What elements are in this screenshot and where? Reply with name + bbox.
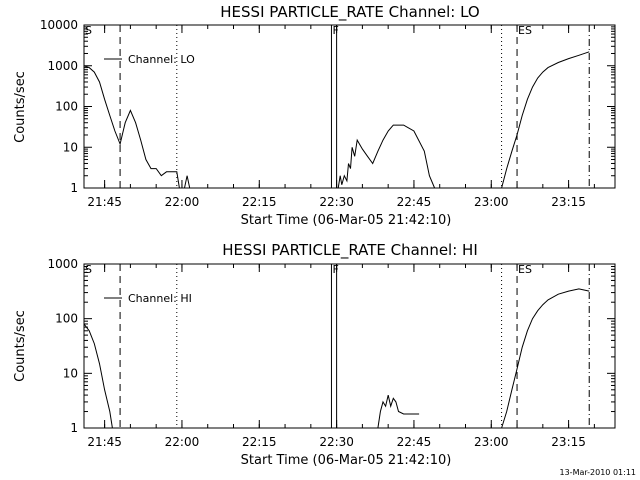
series-line [501, 288, 590, 429]
chart-lo-legend-label: Channel: LO [128, 53, 195, 66]
y-tick-label: 10 [63, 140, 78, 154]
x-tick-label: 22:00 [165, 435, 200, 449]
y-tick-label: 10000 [40, 18, 78, 32]
x-tick-label: 22:15 [242, 195, 277, 209]
chart-hi-title: HESSI PARTICLE_RATE Channel: HI [222, 241, 478, 260]
series-line [184, 175, 191, 189]
chart-lo-markers: S F ES [83, 24, 590, 188]
y-tick-label: 100 [55, 312, 78, 326]
chart-lo-title: HESSI PARTICLE_RATE Channel: LO [220, 3, 479, 22]
series-line [377, 394, 420, 429]
chart-hi-legend-label: Channel: HI [128, 292, 192, 305]
chart-lo-ticks: 21:45 22:00 22:15 22:30 22:45 23:00 23:15 1 10 10… [40, 18, 615, 209]
x-tick-label: 22:30 [319, 195, 354, 209]
x-tick-label: 21:45 [87, 435, 122, 449]
x-tick-label: 22:45 [397, 195, 432, 209]
x-tick-label: 23:00 [474, 435, 509, 449]
x-tick-label: 23:00 [474, 195, 509, 209]
y-tick-label: 10 [63, 366, 78, 380]
x-tick-label: 22:15 [242, 435, 277, 449]
x-tick-label: 22:45 [397, 435, 432, 449]
chart-lo: HESSI PARTICLE_RATE Channel: LO 21:45 22:… [13, 3, 616, 228]
event-marker-label: ES [518, 24, 532, 37]
y-tick-label: 1 [70, 181, 78, 195]
event-marker-label: S [85, 263, 92, 276]
event-marker-label: ES [518, 263, 532, 276]
y-tick-label: 100 [55, 100, 78, 114]
y-tick-label: 1000 [47, 59, 78, 73]
y-tick-label: 1000 [47, 257, 78, 271]
event-marker-label: F [332, 24, 338, 37]
chart-hi-markers: S F ES [83, 263, 590, 428]
x-tick-label: 22:30 [319, 435, 354, 449]
chart-lo-series [83, 51, 590, 189]
chart-lo-ylabel: Counts/sec [13, 71, 28, 143]
chart-lo-xlabel: Start Time (06-Mar-05 21:42:10) [241, 213, 452, 228]
chart-hi-ticks: 21:45 22:00 22:15 22:30 22:45 23:00 23:15 1 10 10… [47, 257, 615, 449]
x-tick-label: 23:15 [551, 435, 586, 449]
event-marker-label: F [332, 263, 338, 276]
series-line [501, 51, 590, 189]
chart-hi-ylabel: Counts/sec [13, 310, 28, 382]
series-line [83, 65, 180, 189]
chart-hi-frame [83, 263, 616, 429]
event-marker-label: S [85, 24, 92, 37]
chart-hi: HESSI PARTICLE_RATE Channel: HI 21:45 22:… [13, 241, 616, 468]
series-line [83, 323, 113, 429]
x-tick-label: 22:00 [165, 195, 200, 209]
chart-hi-series [83, 288, 590, 429]
series-line [337, 124, 436, 189]
chart-lo-frame [83, 24, 616, 189]
chart-hi-xlabel: Start Time (06-Mar-05 21:42:10) [241, 453, 452, 468]
footer-timestamp: 13-Mar-2010 01:11 [560, 468, 637, 477]
x-tick-label: 23:15 [551, 195, 586, 209]
x-tick-label: 21:45 [87, 195, 122, 209]
y-tick-label: 1 [70, 421, 78, 435]
